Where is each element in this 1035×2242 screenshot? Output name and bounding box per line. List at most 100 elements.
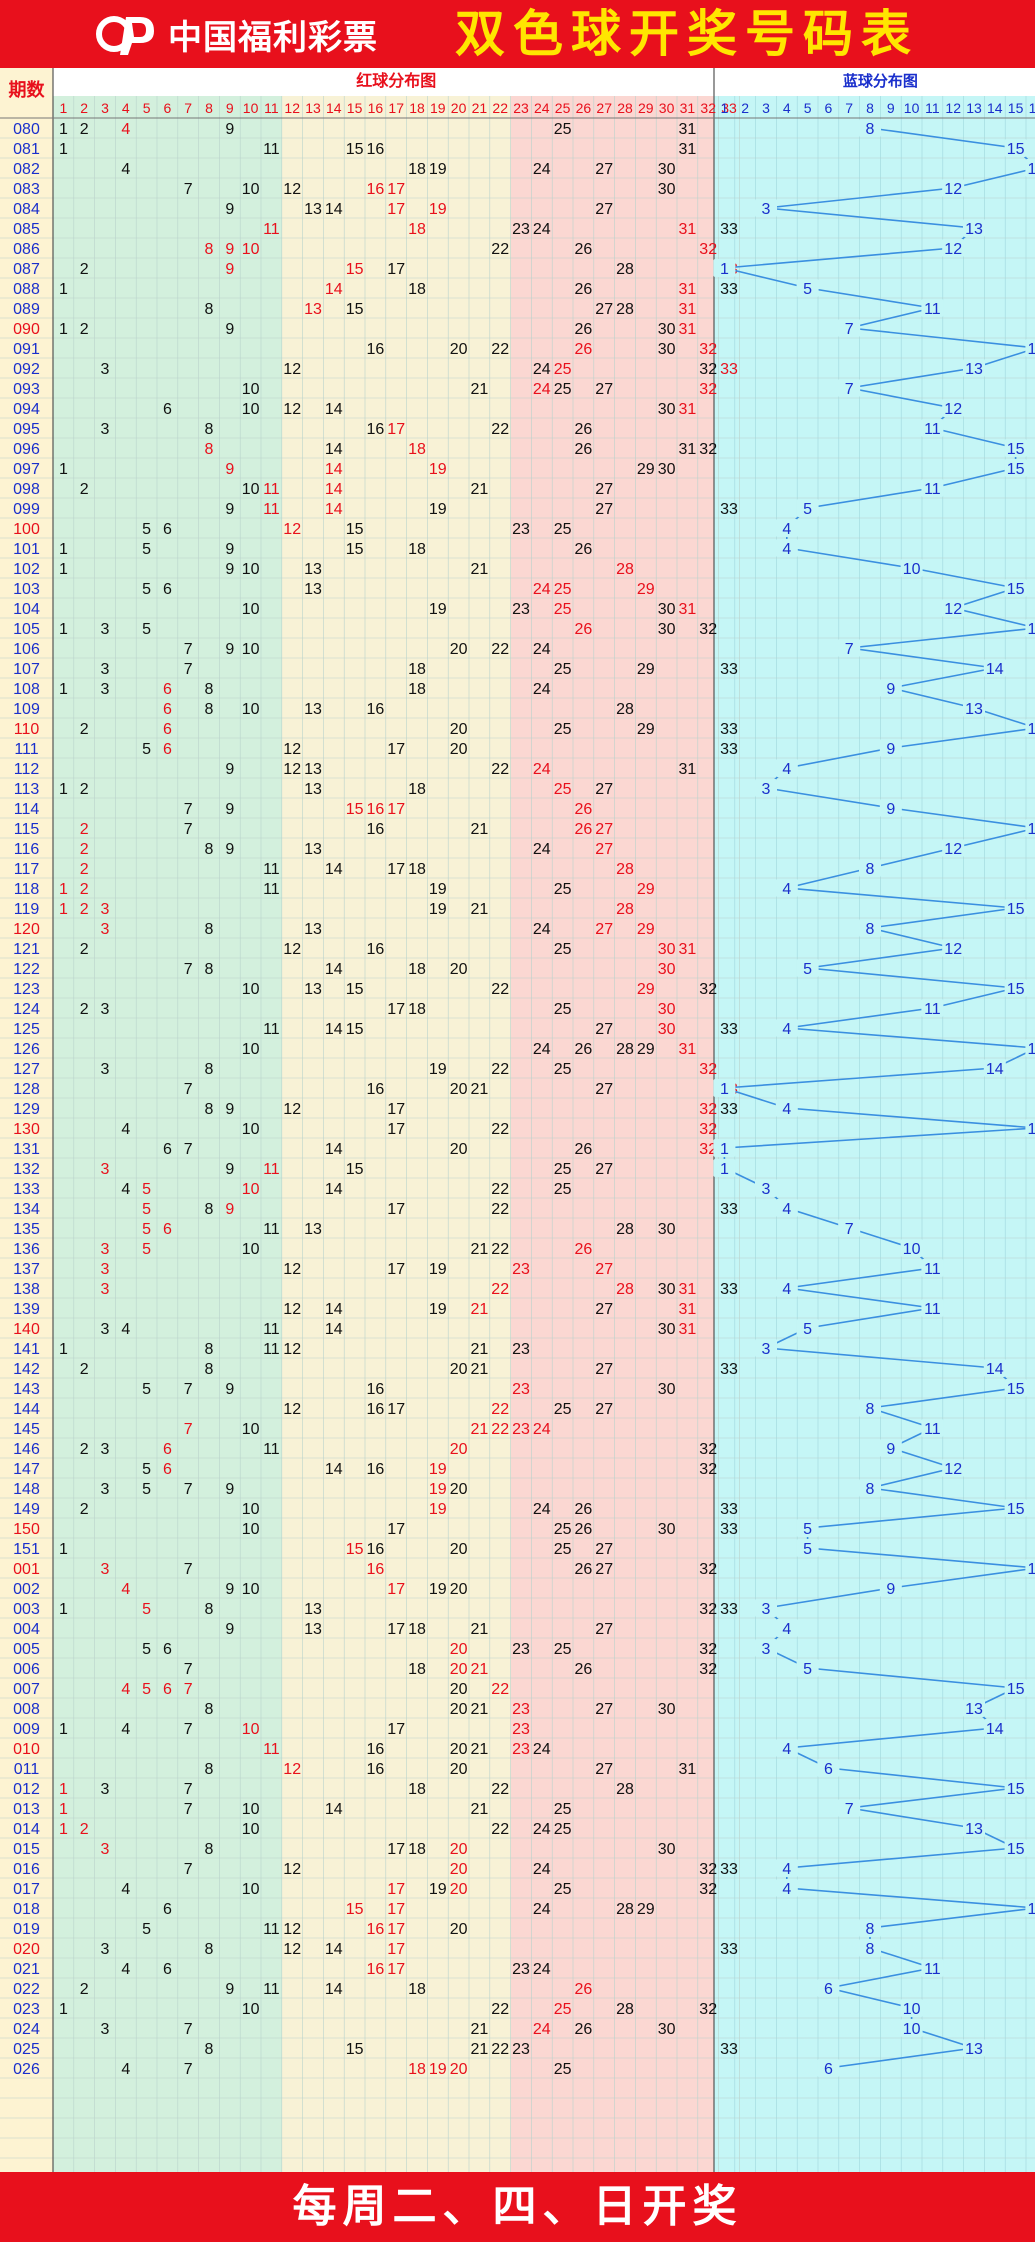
red-ball-number: 29 (637, 881, 655, 898)
red-ball-number: 9 (225, 561, 234, 578)
period-number: 026 (13, 2061, 40, 2078)
red-ball-number: 7 (184, 821, 193, 838)
blue-ball-bg (713, 1139, 736, 1157)
period-number: 081 (13, 141, 40, 158)
red-ball-number: 9 (225, 761, 234, 778)
red-ball-number: 17 (387, 1401, 405, 1418)
red-ball-number: 27 (595, 821, 613, 838)
red-ball-number: 7 (184, 641, 193, 658)
blue-ball-bg (963, 2039, 985, 2057)
red-ball-number: 3 (101, 1781, 110, 1798)
red-ball-number: 10 (242, 1181, 260, 1198)
red-ball-number: 28 (616, 1221, 634, 1238)
red-ball-number: 22 (491, 1181, 509, 1198)
red-ball-number: 33 (720, 1201, 738, 1218)
red-ball-number: 20 (450, 1741, 468, 1758)
blue-ball-number: 11 (924, 1261, 941, 1278)
red-ball-number: 28 (616, 1041, 634, 1058)
red-ball-number: 14 (325, 1801, 343, 1818)
red-ball-number: 22 (491, 421, 509, 438)
red-ball-number: 21 (471, 2041, 489, 2058)
red-ball-number: 23 (512, 1341, 530, 1358)
red-ball-number: 7 (184, 1861, 193, 1878)
red-ball-number: 27 (595, 381, 613, 398)
red-ball-number: 19 (429, 1481, 447, 1498)
red-ball-number: 3 (101, 621, 110, 638)
red-ball-number: 33 (720, 1281, 738, 1298)
blue-ball-bg (713, 1079, 736, 1097)
red-column-header: 33 (721, 100, 737, 116)
red-ball-number: 3 (101, 921, 110, 938)
red-ball-number: 32 (699, 441, 717, 458)
red-ball-number: 25 (554, 1061, 572, 1078)
red-column-header: 2 (80, 100, 88, 116)
blue-ball-bg (755, 1599, 777, 1617)
period-number: 089 (13, 301, 40, 318)
blue-ball-bg (796, 1539, 819, 1557)
red-ball-number: 10 (242, 181, 260, 198)
blue-ball-number: 3 (762, 1341, 771, 1358)
red-ball-number: 33 (720, 1601, 738, 1618)
red-ball-number: 17 (387, 1261, 405, 1278)
blue-ball-number: 5 (803, 1541, 812, 1558)
red-ball-number: 17 (387, 1521, 405, 1538)
red-column-header: 23 (513, 100, 529, 116)
period-number: 093 (13, 381, 40, 398)
red-ball-number: 25 (554, 1521, 572, 1538)
red-ball-number: 22 (491, 2001, 509, 2018)
blue-column-header: 6 (825, 100, 833, 116)
red-column-header: 13 (305, 100, 321, 116)
red-ball-number: 27 (595, 921, 613, 938)
red-ball-number: 19 (429, 1881, 447, 1898)
blue-ball-number: 3 (762, 781, 771, 798)
red-ball-number: 21 (471, 1661, 489, 1678)
red-ball-number: 6 (163, 1441, 172, 1458)
red-ball-number: 11 (263, 881, 280, 898)
red-ball-number: 10 (242, 1121, 260, 1138)
red-ball-number: 27 (595, 1541, 613, 1558)
red-ball-number: 26 (575, 281, 593, 298)
blue-ball-number: 4 (782, 521, 791, 538)
red-ball-number: 27 (595, 1161, 613, 1178)
red-ball-number: 14 (325, 201, 343, 218)
period-number: 130 (13, 1121, 40, 1138)
red-ball-number: 10 (242, 1041, 260, 1058)
period-number: 142 (13, 1361, 40, 1378)
red-ball-number: 2 (80, 821, 89, 838)
blue-ball-number: 15 (1007, 461, 1025, 478)
red-ball-number: 33 (720, 1861, 738, 1878)
blue-ball-number: 5 (803, 1521, 812, 1538)
red-ball-number: 18 (408, 1981, 426, 1998)
red-column-header: 26 (576, 100, 592, 116)
blue-ball-bg (900, 559, 923, 577)
red-ball-number: 20 (450, 1141, 468, 1158)
red-ball-number: 31 (679, 281, 697, 298)
red-ball-number: 24 (533, 581, 551, 598)
period-number: 023 (13, 2001, 40, 2018)
red-column-header: 17 (388, 100, 404, 116)
red-ball-number: 16 (367, 1921, 385, 1938)
red-ball-number: 25 (554, 1881, 572, 1898)
red-ball-number: 26 (575, 341, 593, 358)
red-ball-number: 1 (59, 1721, 68, 1738)
red-ball-number: 25 (554, 781, 572, 798)
blue-ball-number: 16 (1028, 1041, 1035, 1058)
red-ball-number: 30 (658, 1381, 676, 1398)
blue-column-header: 12 (945, 100, 961, 116)
red-ball-number: 33 (720, 1101, 738, 1118)
red-ball-number: 12 (283, 521, 301, 538)
red-ball-number: 5 (142, 1201, 151, 1218)
red-ball-number: 22 (491, 1401, 509, 1418)
red-ball-number: 11 (263, 1161, 280, 1178)
blue-column-header: 8 (866, 100, 874, 116)
blue-ball-number: 15 (1007, 141, 1025, 158)
blue-ball-number: 15 (1007, 1681, 1025, 1698)
red-ball-number: 1 (59, 321, 68, 338)
red-ball-number: 20 (450, 1661, 468, 1678)
red-ball-number: 23 (512, 1701, 530, 1718)
period-number: 087 (13, 261, 40, 278)
red-ball-number: 3 (101, 1941, 110, 1958)
red-ball-number: 16 (367, 141, 385, 158)
blue-ball-bg (1025, 339, 1035, 357)
